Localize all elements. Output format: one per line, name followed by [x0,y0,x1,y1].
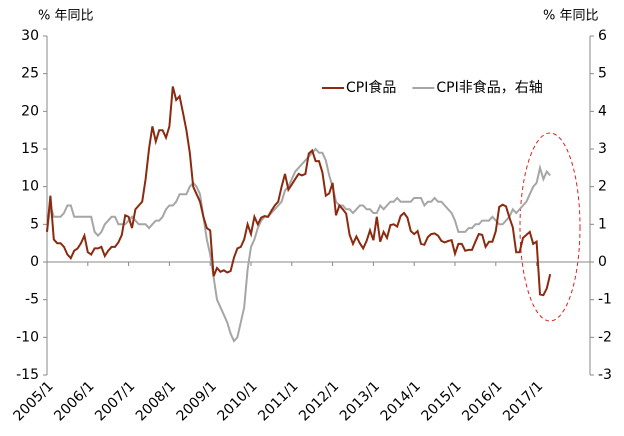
y-tick-label: 25 [21,66,39,82]
x-tick-label: 2013/1 [337,378,383,424]
series-line [46,147,551,343]
y-tick-label: 15 [21,141,39,157]
y2-axis-label: % 年同比 [543,9,599,24]
y-tick-label: 20 [21,103,39,119]
highlight-ellipse [519,132,581,322]
y2-tick-label: -1 [598,292,612,308]
x-tick-label: 2007/1 [92,378,138,424]
x-tick-label: 2005/1 [11,378,57,424]
x-tick-label: 2010/1 [215,378,261,424]
y2-tick-label: 6 [598,28,607,44]
series-line [46,86,552,297]
x-tick-label: 2009/1 [174,378,220,424]
y2-tick-label: 2 [598,179,607,195]
y-tick-label: -10 [16,329,39,345]
y2-tick-label: -2 [598,329,612,345]
legend-label: CPI食品 [346,79,396,96]
y2-tick-label: 0 [598,254,607,270]
y2-tick-label: 5 [598,66,607,82]
x-tick-label: 2006/1 [51,378,97,424]
y-tick-label: 5 [30,216,39,232]
y2-tick-label: 4 [598,103,607,119]
x-tick-label: 2011/1 [255,378,301,424]
y-tick-label: -5 [25,292,39,308]
y-axis-label: % 年同比 [38,9,94,24]
y-tick-label: 30 [21,28,39,44]
x-tick-label: 2012/1 [296,378,342,424]
y2-tick-label: -3 [598,367,612,383]
x-tick-label: 2017/1 [500,378,546,424]
y-tick-label: 10 [21,179,39,195]
y-tick-label: 0 [30,254,39,270]
y2-tick-label: 1 [598,216,607,232]
y2-tick-label: 3 [598,141,607,157]
y-tick-label: -15 [16,367,39,383]
legend-label: CPI非食品，右轴 [436,79,542,96]
x-tick-label: 2008/1 [133,378,179,424]
x-tick-label: 2015/1 [419,378,465,424]
x-tick-label: 2016/1 [459,378,505,424]
x-tick-label: 2014/1 [378,378,424,424]
